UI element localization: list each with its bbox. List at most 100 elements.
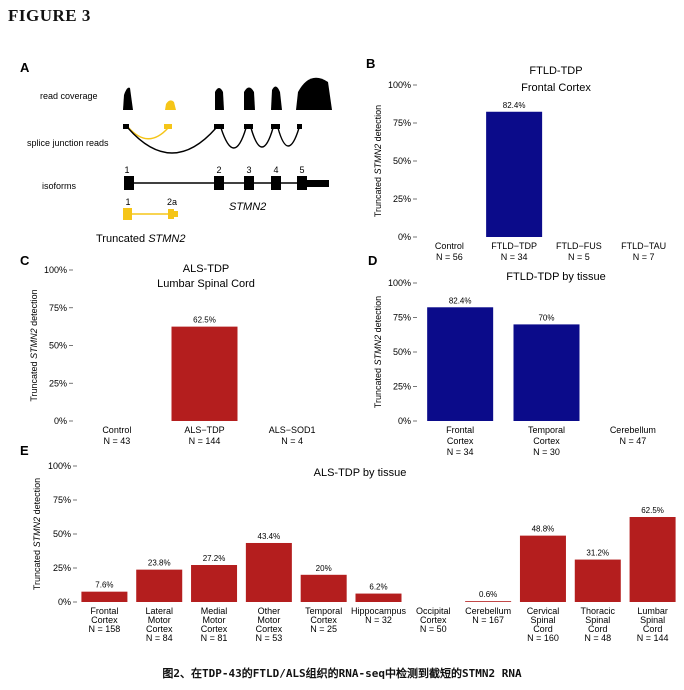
panel-c-ytick-label: 75% <box>49 303 67 313</box>
truncated-exon-label-1: 1 <box>125 197 130 207</box>
truncated-exon-2a-tail <box>174 211 178 217</box>
panel-b-ylabel-prefix: Truncated <box>373 174 383 217</box>
panel-e-bar <box>245 542 292 602</box>
panel-d-ytick-label: 25% <box>393 382 411 392</box>
panel-b-ylabel: Truncated STMN2 detection <box>373 105 383 217</box>
panel-c-ylabel-prefix: Truncated <box>29 359 39 402</box>
truncated-label-prefix: Truncated <box>96 233 148 245</box>
panel-e-ytick-label: 50% <box>53 529 71 539</box>
panel-e-category-label: N = 84 <box>146 633 173 643</box>
panel-b-title-line: FTLD-TDP <box>529 65 582 77</box>
panel-e-category-label: Motor <box>203 615 226 625</box>
coverage-peak-5 <box>296 77 332 110</box>
panel-b-ytick-label: 25% <box>393 194 411 204</box>
panel-d-ylabel: Truncated STMN2 detection <box>373 296 383 408</box>
panel-d-category-label: N = 30 <box>533 447 560 457</box>
panel-e-letter: E <box>20 443 29 458</box>
junction-arc-truncated <box>127 126 169 140</box>
panel-e-bar <box>574 559 621 602</box>
coverage-peak-4 <box>271 86 282 110</box>
panel-c-ytick-label: 50% <box>49 341 67 351</box>
panel-b-category-label: FTLD−TDP <box>491 241 537 251</box>
panel-c-ylabel-gene: STMN2 <box>29 328 39 359</box>
junction-anchor-1 <box>123 124 129 129</box>
exon-label-4: 4 <box>273 165 278 175</box>
exon-label-1: 1 <box>124 165 129 175</box>
panel-e-bar-value-label: 31.2% <box>586 549 609 558</box>
panel-e-category-label: N = 81 <box>201 633 228 643</box>
exon-1 <box>124 176 134 190</box>
panel-e-category-label: Cord <box>533 624 553 634</box>
panel-d-title-line: FTLD-TDP by tissue <box>506 271 605 283</box>
panel-e-category-label: N = 144 <box>637 633 669 643</box>
exon-5 <box>297 176 307 190</box>
panel-e-bar-value-label: 20% <box>316 564 332 573</box>
panel-c-title-line: Lumbar Spinal Cord <box>157 278 255 290</box>
panel-d-bar <box>513 324 580 421</box>
panel-e-category-label: N = 48 <box>584 633 611 643</box>
panel-e-chart: E ALS-TDP by tissue 0% 25% 50% 75% 100% Truncat… <box>20 443 676 643</box>
panel-c-category-label: N = 144 <box>189 436 221 446</box>
junction-anchor-5 <box>297 124 302 129</box>
panel-c-category-label: ALS−TDP <box>184 425 224 435</box>
panel-e-bar-value-label: 7.6% <box>95 581 113 590</box>
panel-e-bar-value-label: 48.8% <box>532 525 555 534</box>
panel-b-ytick-label: 50% <box>393 156 411 166</box>
panel-e-category-label: Cerebellum <box>465 606 511 616</box>
panel-e-category-label: N = 53 <box>255 633 282 643</box>
panel-b-letter: B <box>366 56 375 71</box>
panel-e-ylabel-suffix: detection <box>32 478 42 517</box>
panel-c-category-label: N = 4 <box>281 436 303 446</box>
panel-e-category-label: N = 32 <box>365 615 392 625</box>
figure-caption: 图2、在TDP-43的FTLD/ALS组织的RNA-seq中检测到截短的STMN… <box>162 667 522 680</box>
panel-d-category-label: N = 47 <box>619 436 646 446</box>
truncated-exon-1 <box>123 208 132 220</box>
panel-e-category-label: N = 50 <box>420 624 447 634</box>
panel-d-ytick-label: 0% <box>398 416 411 426</box>
panel-e-title-line: ALS-TDP by tissue <box>314 467 407 479</box>
junction-anchor-truncated <box>164 124 172 129</box>
junction-anchor-3 <box>244 124 253 129</box>
splice-junction-track <box>123 124 302 154</box>
panel-e-ylabel: Truncated STMN2 detection <box>32 478 42 590</box>
panel-e-category-label: N = 25 <box>310 624 337 634</box>
panel-d-bar <box>427 307 494 421</box>
panel-b-ytick-label: 100% <box>388 80 411 90</box>
panel-e-ytick-label: 100% <box>48 461 71 471</box>
panel-d-ytick-label: 100% <box>388 278 411 288</box>
panel-b-ylabel-suffix: detection <box>373 105 383 144</box>
panel-e-category-label: Cord <box>643 624 663 634</box>
panel-d-bar-value-label: 82.4% <box>449 296 472 305</box>
panel-c-ylabel-suffix: detection <box>29 289 39 328</box>
panel-d-ylabel-prefix: Truncated <box>373 365 383 408</box>
panel-d-ytick-label: 75% <box>393 313 411 323</box>
coverage-peak-2 <box>215 88 224 110</box>
panel-e-bar <box>629 517 676 602</box>
read-coverage-track <box>123 77 332 110</box>
panel-c-ylabel: Truncated STMN2 detection <box>29 289 39 401</box>
junction-anchor-4 <box>271 124 280 129</box>
panel-e-category-label: Occipital <box>416 606 451 616</box>
panel-e-category-label: Cortex <box>256 624 283 634</box>
panel-c-ytick-label: 100% <box>44 265 67 275</box>
panel-e-category-label: N = 167 <box>472 615 504 625</box>
panel-d-letter: D <box>368 253 377 268</box>
panel-c-letter: C <box>20 253 30 268</box>
coverage-peak-truncated <box>165 100 176 110</box>
junction-arc-3-4 <box>250 127 274 148</box>
panel-b-chart: B FTLD-TDP Frontal Cortex 0% 25% 50% 75% 100% Tr… <box>366 56 666 262</box>
panel-e-ytick-label: 0% <box>58 597 71 607</box>
panel-d-ytick-label: 50% <box>393 347 411 357</box>
panel-e-bar <box>300 574 347 602</box>
panel-e-bar <box>191 565 238 602</box>
coverage-peak-1 <box>123 87 133 110</box>
panel-e-category-label: Motor <box>257 615 280 625</box>
panel-a-schematic: A read coverage splice junction reads is… <box>20 60 332 245</box>
panel-b-bar <box>486 111 543 237</box>
panel-e-category-label: Lateral <box>145 606 173 616</box>
panel-e-bar <box>465 601 512 602</box>
panel-b-ytick-label: 75% <box>393 118 411 128</box>
panel-e-category-label: Hippocampus <box>351 606 407 616</box>
panel-e-category-label: Spinal <box>585 615 610 625</box>
